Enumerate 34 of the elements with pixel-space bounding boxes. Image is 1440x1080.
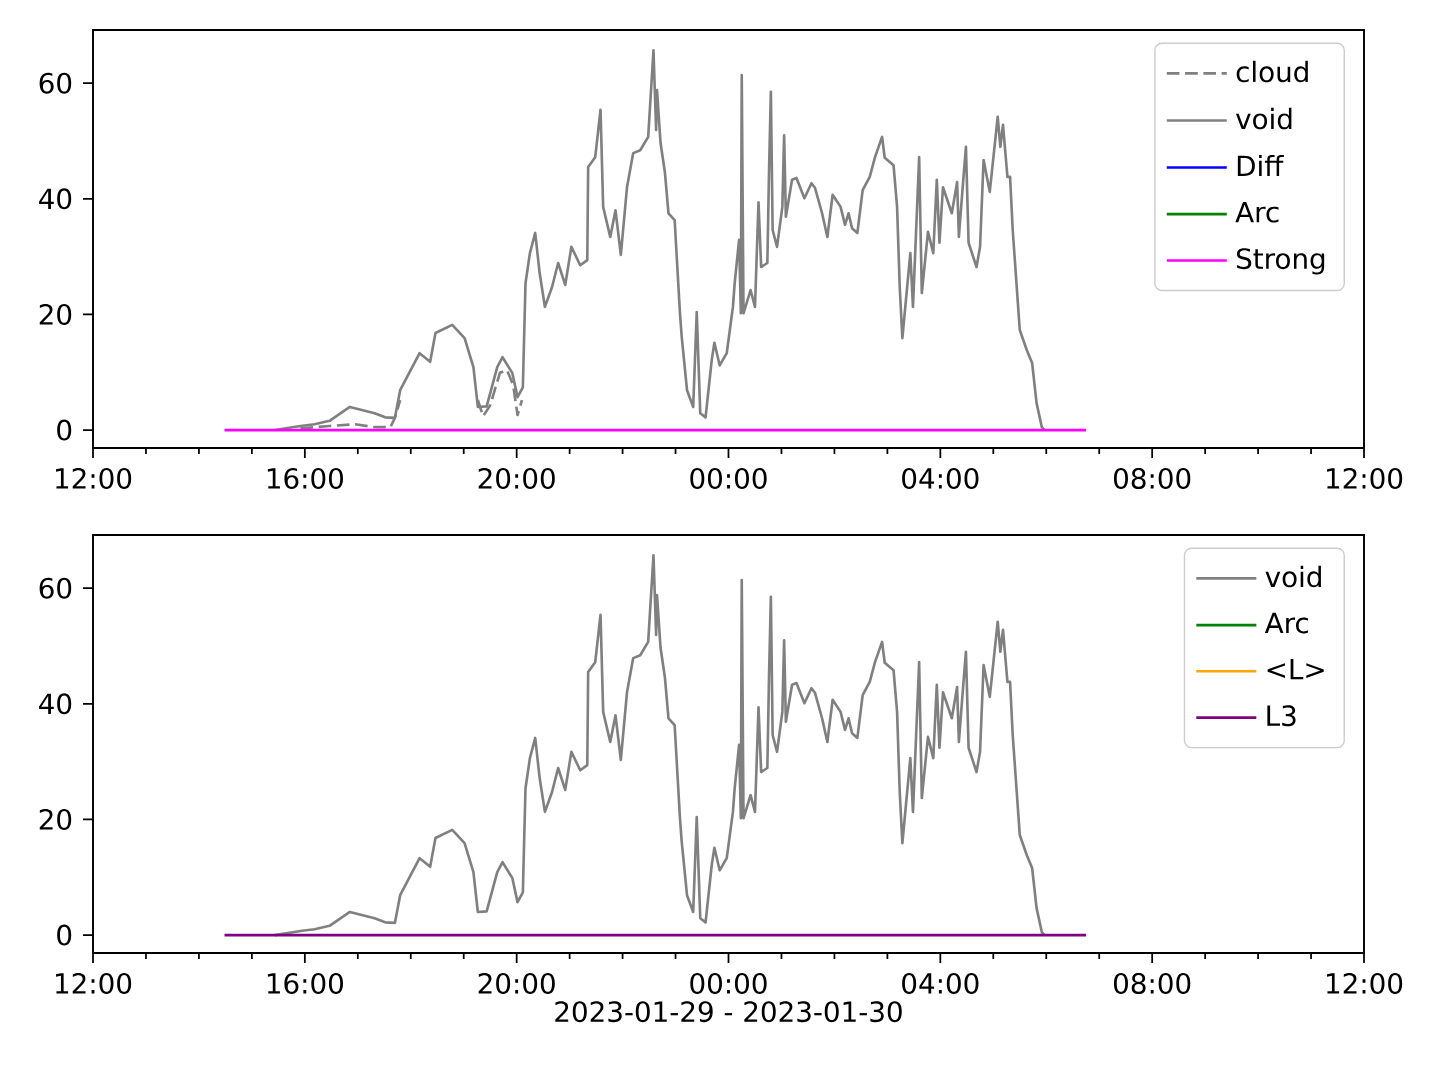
- x-tick-label: 12:00: [1327, 972, 1403, 994]
- x-tick-label: 12:00: [1327, 467, 1403, 489]
- x-tick-label: 04:00: [902, 467, 979, 489]
- legend-label: <L>: [1267, 659, 1324, 680]
- x-tick-label: 20:00: [478, 467, 555, 489]
- x-tick-label: 16:00: [267, 467, 343, 489]
- legend-label: void: [1265, 565, 1321, 588]
- legend-label: Arc: [1235, 201, 1279, 223]
- x-tick-label: 20:00: [478, 972, 555, 994]
- legend-label: void: [1235, 107, 1292, 130]
- y-tick-label: 20: [39, 808, 72, 830]
- legend-label: L3: [1267, 705, 1296, 727]
- legend-label: Diff: [1237, 154, 1284, 176]
- line-series: [273, 553, 1046, 937]
- x-axis-title: 2023-01-29 - 2023-01-30: [555, 1001, 902, 1023]
- x-tick-label: 00:00: [690, 972, 767, 994]
- x-tick-label: 08:00: [1113, 972, 1191, 994]
- x-tick-label: 12:00: [56, 972, 132, 994]
- x-tick-label: 16:00: [267, 972, 343, 994]
- x-tick-label: 04:00: [902, 972, 979, 994]
- line-series: [273, 48, 1046, 432]
- x-tick-label: 12:00: [56, 467, 132, 489]
- y-tick-label: 40: [39, 188, 72, 210]
- legend-label: Strong: [1236, 248, 1325, 275]
- x-tick-label: 08:00: [1113, 467, 1191, 489]
- legend-label: Arc: [1264, 612, 1309, 634]
- y-tick-label: 60: [39, 72, 72, 94]
- legend-label: cloud: [1236, 60, 1308, 83]
- y-tick-label: 0: [57, 924, 72, 946]
- y-tick-label: 0: [57, 419, 72, 441]
- y-tick-label: 60: [39, 577, 72, 599]
- x-tick-label: 00:00: [690, 467, 767, 489]
- y-tick-label: 20: [39, 303, 72, 325]
- y-tick-label: 40: [39, 693, 72, 715]
